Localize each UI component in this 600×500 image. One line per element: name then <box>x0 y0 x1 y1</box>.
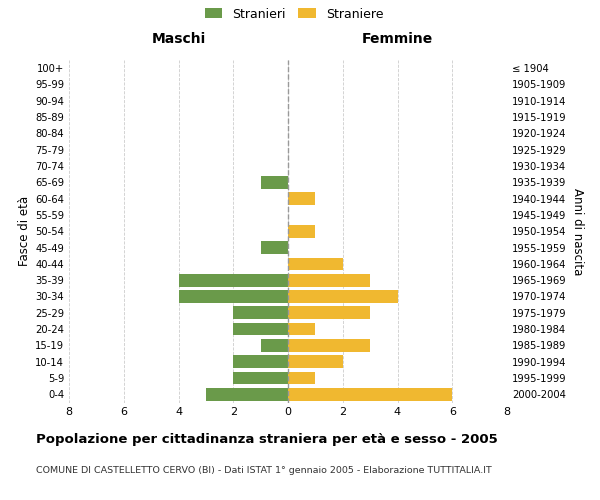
Bar <box>260 241 288 254</box>
Bar <box>288 356 343 368</box>
Bar <box>179 274 288 286</box>
Bar <box>260 339 288 352</box>
Bar <box>233 322 288 336</box>
Bar <box>233 306 288 319</box>
Bar <box>288 339 370 352</box>
Bar <box>288 306 370 319</box>
Bar <box>179 290 288 303</box>
Bar <box>233 372 288 384</box>
Bar <box>260 176 288 188</box>
Bar <box>288 290 398 303</box>
Text: Popolazione per cittadinanza straniera per età e sesso - 2005: Popolazione per cittadinanza straniera p… <box>36 432 498 446</box>
Bar <box>288 322 316 336</box>
Bar <box>233 356 288 368</box>
Bar <box>288 274 370 286</box>
Y-axis label: Anni di nascita: Anni di nascita <box>571 188 584 275</box>
Bar <box>288 225 316 237</box>
Bar <box>288 192 316 205</box>
Bar <box>288 258 343 270</box>
Y-axis label: Fasce di età: Fasce di età <box>18 196 31 266</box>
Bar <box>288 388 452 400</box>
Text: COMUNE DI CASTELLETTO CERVO (BI) - Dati ISTAT 1° gennaio 2005 - Elaborazione TUT: COMUNE DI CASTELLETTO CERVO (BI) - Dati … <box>36 466 492 475</box>
Legend: Stranieri, Straniere: Stranieri, Straniere <box>200 2 388 26</box>
Text: Maschi: Maschi <box>151 32 206 46</box>
Bar <box>288 372 316 384</box>
Bar <box>206 388 288 400</box>
Text: Femmine: Femmine <box>362 32 433 46</box>
